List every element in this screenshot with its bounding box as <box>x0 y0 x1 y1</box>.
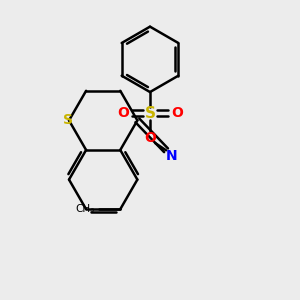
Text: S: S <box>145 106 155 121</box>
Text: O: O <box>117 106 129 120</box>
Text: S: S <box>62 113 73 128</box>
Text: O: O <box>144 131 156 145</box>
Text: N: N <box>166 148 177 163</box>
Text: O: O <box>171 106 183 120</box>
Text: CH₃: CH₃ <box>75 204 94 214</box>
